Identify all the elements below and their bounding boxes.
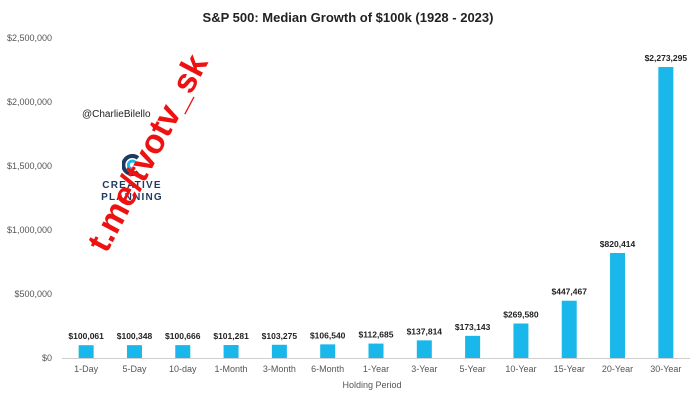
x-tick-label: 1-Day [74, 364, 99, 374]
data-label: $269,580 [503, 309, 539, 319]
x-tick-label: 5-Year [460, 364, 486, 374]
logo-text-line1: CREATIVE [102, 180, 162, 191]
bar-10-year [513, 323, 529, 358]
x-axis-title: Holding Period [342, 380, 401, 390]
bar-3-year [416, 340, 432, 358]
y-tick-label: $2,500,000 [7, 33, 52, 43]
bar-30-year [658, 67, 674, 358]
data-label: $103,275 [262, 331, 298, 341]
data-label: $137,814 [407, 326, 443, 336]
x-tick-label: 10-day [169, 364, 197, 374]
x-tick-label: 15-Year [554, 364, 585, 374]
x-tick-label: 3-Year [411, 364, 437, 374]
data-label: $173,143 [455, 322, 491, 332]
bar-10-day [175, 345, 191, 358]
data-label: $106,540 [310, 330, 346, 340]
bars [78, 67, 674, 358]
logo-mark-icon [122, 154, 140, 176]
y-tick-label: $1,500,000 [7, 161, 52, 171]
creative-planning-logo: CREATIVE PLANNING [92, 154, 172, 204]
bar-1-month [223, 345, 239, 358]
bar-5-year [465, 335, 481, 358]
x-tick-label: 6-Month [311, 364, 344, 374]
data-label: $100,666 [165, 331, 201, 341]
data-label: $100,348 [117, 331, 153, 341]
x-tick-label: 1-Year [363, 364, 389, 374]
data-labels: $100,061 $100,348 $100,666 $101,281 $103,275… [68, 53, 687, 341]
x-tick-label: 3-Month [263, 364, 296, 374]
logo-text-line2: PLANNING [101, 192, 163, 203]
x-tick-label: 20-Year [602, 364, 633, 374]
bar-3-month [271, 344, 287, 358]
bar-20-year [610, 252, 626, 358]
bar-5-day [126, 345, 142, 358]
x-tick-label: 1-Month [215, 364, 248, 374]
data-label: $820,414 [600, 239, 636, 249]
x-tick-label: 5-Day [122, 364, 147, 374]
chart-title: S&P 500: Median Growth of $100k (1928 - … [203, 10, 494, 25]
x-tick-label: 10-Year [505, 364, 536, 374]
data-label: $101,281 [213, 331, 249, 341]
y-tick-label: $1,000,000 [7, 225, 52, 235]
data-label: $100,061 [68, 331, 104, 341]
y-tick-label: $500,000 [14, 289, 52, 299]
bar-15-year [561, 300, 577, 358]
y-tick-label: $2,000,000 [7, 97, 52, 107]
bar-1-year [368, 343, 384, 358]
bar-1-day [78, 345, 94, 358]
x-tick-label: 30-Year [650, 364, 681, 374]
data-label: $112,685 [359, 330, 394, 340]
y-tick-label: $0 [42, 353, 52, 363]
data-label: $447,467 [552, 287, 588, 297]
author-handle: @CharlieBilello [82, 109, 151, 120]
data-label: $2,273,295 [645, 53, 688, 63]
y-axis: $0 $500,000 $1,000,000 $1,500,000 $2,000,000… [7, 33, 52, 363]
bar-6-month [320, 344, 336, 358]
x-axis: 1-Day 5-Day 10-day 1-Month 3-Month 6-Month 1-Y… [74, 364, 681, 374]
